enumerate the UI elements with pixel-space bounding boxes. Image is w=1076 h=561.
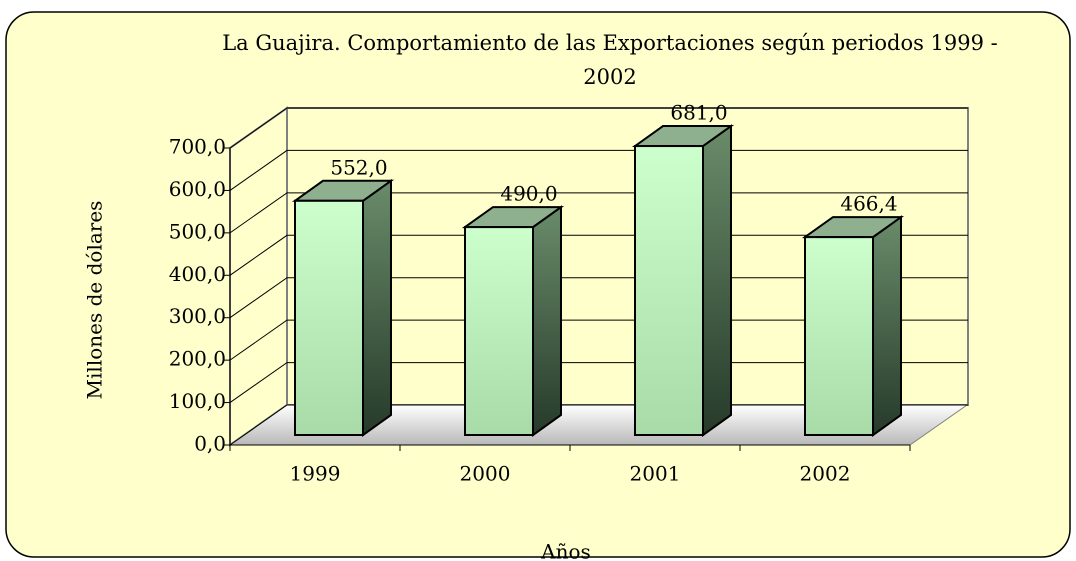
data-label: 681,0	[670, 101, 727, 125]
y-axis-label: Millones de dólares	[83, 201, 107, 400]
grid-line	[229, 107, 968, 149]
x-tick-label: 2002	[800, 462, 851, 486]
chart-title: La Guajira. Comportamiento de las Export…	[222, 31, 998, 89]
data-label: 552,0	[330, 155, 387, 179]
data-label: 490,0	[500, 182, 557, 206]
bar-side	[532, 205, 562, 437]
grid-line	[229, 404, 968, 446]
x-tick-label: 2000	[460, 462, 511, 486]
x-tick-label: 1999	[290, 462, 341, 486]
bar	[464, 226, 534, 436]
y-tick-label: 300,0	[169, 304, 226, 328]
bar-side	[362, 178, 392, 437]
bar-side	[872, 215, 902, 437]
y-tick-label: 600,0	[169, 177, 226, 201]
y-tick-label: 400,0	[169, 262, 226, 286]
y-tick-label: 200,0	[169, 347, 226, 371]
y-tick-label: 700,0	[169, 135, 226, 159]
grid-line	[229, 277, 968, 319]
bar	[634, 145, 704, 436]
grid-line	[229, 319, 968, 361]
bar	[804, 236, 874, 436]
grid-line	[229, 234, 968, 276]
y-tick-label: 0,0	[194, 432, 226, 456]
bar	[294, 199, 364, 436]
data-label: 466,4	[840, 192, 897, 216]
y-tick-label: 500,0	[169, 219, 226, 243]
grid-line	[229, 149, 968, 191]
x-tick-label: 2001	[630, 462, 681, 486]
y-tick-label: 100,0	[169, 389, 226, 413]
grid-line	[229, 192, 968, 234]
grid-line	[229, 362, 968, 403]
bar-side	[702, 124, 732, 437]
x-axis-label: Años	[540, 540, 591, 561]
